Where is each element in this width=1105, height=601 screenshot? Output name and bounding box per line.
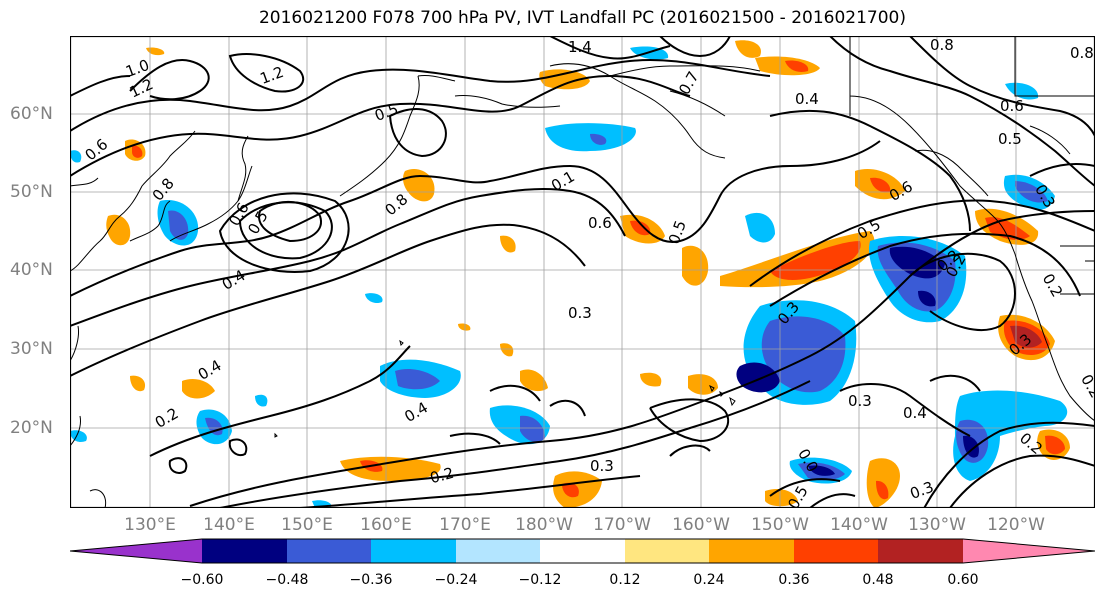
lat-label: 30°N (10, 339, 53, 359)
contour-label: 0.5 (665, 218, 690, 247)
contour-label: 0.4 (401, 398, 431, 426)
colorbar-extend-high (963, 539, 1095, 563)
colorbar-tick-label: 0.36 (778, 572, 810, 588)
lon-label: 180°W (515, 515, 573, 535)
colorbar-cell (371, 539, 456, 563)
map-title: 2016021200 F078 700 hPa PV, IVT Landfall… (258, 8, 906, 28)
pv-contours (70, 36, 1095, 508)
colorbar-cell (709, 539, 794, 563)
coastlines (70, 36, 1095, 508)
contour-label: 0.6 (82, 135, 112, 164)
colorbar-tick-label: −0.48 (265, 572, 309, 588)
colorbar-tick-label: 0.48 (862, 572, 894, 588)
contour-label: 0.3 (908, 478, 937, 503)
lon-label: 140°E (203, 515, 255, 535)
colorbar-cell (794, 539, 878, 563)
colorbar-tick-label: 0.24 (693, 572, 725, 588)
map-frame (70, 36, 1095, 508)
contour-label: 0.2 (428, 464, 456, 488)
colorbar-cell (456, 539, 540, 563)
colorbar-outline (70, 538, 1095, 564)
map-panel: 1.4 1.0 1.2 1.2 0.8 0.8 0.5 0.6 0.4 0.7 … (70, 36, 1095, 508)
contour-label: 0.8 (149, 175, 178, 205)
colorbar-cell (287, 539, 371, 563)
lat-label: 40°N (10, 260, 53, 280)
contour-label: 1.4 (568, 38, 592, 56)
shading-layer (70, 40, 1070, 508)
colorbar-cell (540, 539, 625, 563)
colorbar-cell (625, 539, 709, 563)
contour-label: 0.4 (219, 266, 249, 294)
contour-label: 0.3 (848, 392, 872, 410)
lon-label: 150°W (751, 515, 809, 535)
lon-label: 170°W (593, 515, 651, 535)
contour-label: 0.6 (1000, 97, 1024, 115)
lon-label: 130°W (908, 515, 966, 535)
colorbar-tick-label: −0.24 (434, 572, 478, 588)
contour-label: 0.3 (568, 304, 592, 322)
contour-label: 0.8 (1070, 44, 1094, 62)
contour-label: 0.6 (588, 214, 612, 232)
contour-label: 0.4 (795, 90, 819, 108)
contour-label: 1.2 (258, 63, 287, 88)
graticule (70, 36, 1095, 508)
colorbar-tick-label: −0.12 (518, 572, 562, 588)
contour-label: 0.2 (1039, 270, 1067, 300)
lon-label: 130°E (124, 515, 176, 535)
colorbar (70, 538, 1095, 564)
colorbar-cell (202, 539, 287, 563)
lon-label: 160°E (360, 515, 412, 535)
lon-label: 140°W (830, 515, 888, 535)
lon-label: 150°E (281, 515, 333, 535)
contour-label: 0.5 (998, 130, 1022, 148)
colorbar-tick-label: 0.60 (947, 572, 979, 588)
contour-label: 0.3 (590, 457, 614, 475)
lon-label: 160°W (672, 515, 730, 535)
lat-label: 20°N (10, 418, 53, 438)
lat-label: 50°N (10, 182, 53, 202)
contour-label: 0.4 (195, 356, 225, 384)
colorbar-tick-label: −0.60 (180, 572, 224, 588)
colorbar-extend-low (70, 539, 202, 563)
contour-label: 0.4 (903, 404, 927, 422)
colorbar-tick-label: 0.12 (609, 572, 641, 588)
colorbar-tick-label: −0.36 (349, 572, 393, 588)
contour-label: 0.8 (930, 36, 954, 54)
contour-label: 0.2 (1077, 371, 1095, 401)
lon-label: 120°W (987, 515, 1045, 535)
colorbar-cell (878, 539, 963, 563)
lat-label: 60°N (10, 104, 53, 124)
lon-label: 170°E (439, 515, 491, 535)
